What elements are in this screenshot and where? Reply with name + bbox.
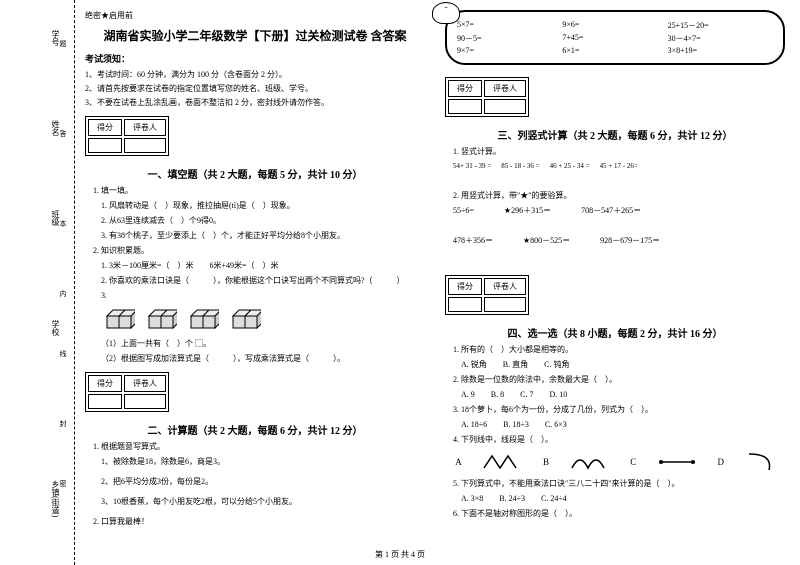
q2-1-2: 2、把6平均分成3份，每份是2。	[101, 476, 425, 488]
section-1-title: 一、填空题（共 2 大题，每题 5 分，共计 10 分）	[85, 166, 425, 181]
q1-1-3: 3. 有38个桃子，至少要添上（ ）个，才能正好平均分给8个小朋友。	[101, 230, 425, 242]
notice-2: 2、请首先按要求在试卷的指定位置填写您的姓名、班级、学号。	[85, 83, 425, 94]
q4-2-opts: A. 9 B. 8 C. 7 D. 10	[461, 389, 785, 401]
cube-icon	[105, 306, 135, 334]
score-box-2: 得分评卷人	[85, 372, 169, 412]
score-label: 得分	[88, 119, 122, 136]
grader-label: 评卷人	[484, 278, 526, 295]
section-3-title: 三、列竖式计算（共 2 大题，每题 6 分，共计 12 分）	[445, 127, 785, 142]
q1-2-1: 1. 3米－100厘米=（ ）米 6米+49米=（ ）米	[101, 260, 425, 272]
shape-label-a: A	[455, 457, 462, 467]
section-2-title: 二、计算题（共 2 大题，每题 6 分，共计 12 分）	[85, 422, 425, 437]
cube-figures	[105, 306, 425, 334]
q1-1-1: 1. 风扇转动是（ ）现象，推拉抽屉(tì)是（ ）现象。	[101, 200, 425, 212]
q3-1: 1. 竖式计算。	[453, 146, 785, 158]
calc-expr: 45 + 17 - 26=	[600, 161, 638, 172]
shape-label-b: B	[543, 457, 549, 467]
score-box-1: 得分评卷人	[85, 116, 169, 156]
calc-expr: 928－679－175＝	[600, 235, 660, 247]
calc-item: 9×6=	[562, 20, 667, 31]
q4-3-opts: A. 18÷6 B. 18÷3 C. 6×3	[461, 419, 785, 431]
calc-item: 30－4×7=	[668, 33, 773, 44]
q4-5-opts: A. 3×8 B. 24÷3 C. 24÷4	[461, 493, 785, 505]
exam-title: 湖南省实验小学二年级数学【下册】过关检测试卷 含答案	[85, 27, 425, 44]
side-text-5: 线	[58, 350, 68, 361]
cube-icon	[189, 306, 219, 334]
side-text-6: 封	[58, 420, 68, 431]
side-text-3: 本	[58, 220, 68, 231]
secret-label: 绝密★启用前	[85, 10, 425, 21]
q2-1-1: 1、被除数是18，除数是6，商是3。	[101, 456, 425, 468]
side-text-7: 密	[58, 480, 68, 491]
q3-2: 2. 用竖式计算，带"★"的要验算。	[453, 190, 785, 202]
q1-2-3a: （1）上面一共有（ ）个 ▢。	[101, 338, 425, 350]
q1-1-2: 2. 从63里连续减去（ ）个9得0。	[101, 215, 425, 227]
calc-box: ⌣ 5×7=9×6=25+15－20= 90－5=7+45=30－4×7= 9×…	[445, 10, 785, 65]
face-icon: ⌣	[432, 2, 460, 24]
page-footer: 第 1 页 共 4 页	[0, 549, 800, 560]
wave-icon	[570, 454, 610, 470]
left-column: 绝密★启用前 湖南省实验小学二年级数学【下册】过关检测试卷 含答案 考试须知： …	[85, 10, 425, 531]
calc-expr: 55÷6=	[453, 205, 474, 217]
calc-expr: 85 - 18 - 36 =	[501, 161, 539, 172]
q2-2: 2. 口算我最棒！	[93, 516, 425, 528]
notice-1: 1、考试时间：60 分钟，满分为 100 分（含卷面分 2 分）。	[85, 69, 425, 80]
q4-5: 5. 下列算式中，不能用乘法口诀"三八二十四"来计算的是（ ）。	[453, 478, 785, 490]
q1-2-3b: （2）根据图写成加法算式是（ ），写成乘法算式是（ ）。	[101, 353, 425, 365]
q4-1: 1. 所有的（ ）大小都是相等的。	[453, 344, 785, 356]
side-text-4: 内	[58, 290, 68, 301]
grader-label: 评卷人	[124, 375, 166, 392]
calc-item: 90－5=	[457, 33, 562, 44]
right-column: ⌣ 5×7=9×6=25+15－20= 90－5=7+45=30－4×7= 9×…	[445, 10, 785, 531]
calc-expr: 46 + 25 - 34 =	[550, 161, 590, 172]
calc-item: 7+45=	[562, 33, 667, 44]
calc-expr: 478＋356＝	[453, 235, 493, 247]
q1-2-2: 2. 你喜欢的乘法口诀是（ ），你能根据这个口诀写出两个不同算式吗?（ ）	[101, 275, 425, 287]
notice-3: 3、不要在试卷上乱涂乱画，卷面不整洁扣 2 分，密封线外请勿作答。	[85, 97, 425, 108]
segment-icon	[657, 454, 697, 470]
grader-label: 评卷人	[484, 80, 526, 97]
calc-item: 25+15－20=	[668, 20, 773, 31]
arc-icon	[745, 452, 775, 472]
score-box-3: 得分评卷人	[445, 77, 529, 117]
score-box-4: 得分评卷人	[445, 275, 529, 315]
q4-1-opts: A. 锐角 B. 直角 C. 钝角	[461, 359, 785, 371]
binding-label-school: 学校	[50, 320, 61, 336]
binding-margin: 学号 姓名 班级 学校 乡镇(街道) 题 答 本 内 线 封 密	[0, 0, 75, 565]
notice-heading: 考试须知：	[85, 52, 425, 65]
section-4-title: 四、选一选（共 8 小题，每题 2 分，共计 16 分）	[445, 325, 785, 340]
q1-2: 2. 知识积累题。	[93, 245, 425, 257]
calc-expr: 708－547＋265＝	[581, 205, 641, 217]
zigzag-icon	[482, 454, 522, 470]
calc-item: 6×1=	[562, 46, 667, 55]
calc-item: 3×8+19=	[668, 46, 773, 55]
calc-item: 5×7=	[457, 20, 562, 31]
cube-icon	[231, 306, 261, 334]
q1-2-3: 3.	[101, 290, 425, 302]
q4-2: 2. 除数是一位数的除法中，余数最大是（ ）。	[453, 374, 785, 386]
shape-label-d: D	[717, 457, 724, 467]
cube-icon	[147, 306, 177, 334]
q4-3: 3. 18个萝卜，每6个为一份，分成了几份，列式为（ ）。	[453, 404, 785, 416]
side-text-1: 题	[58, 40, 68, 51]
q2-1-3: 3、10根香蕉，每个小朋友吃2根，可以分给5个小朋友。	[101, 496, 425, 508]
q4-4: 4. 下列线中，线段是（ ）。	[453, 434, 785, 446]
score-label: 得分	[448, 278, 482, 295]
score-label: 得分	[88, 375, 122, 392]
q4-6: 6. 下面不是轴对称图形的是（ ）。	[453, 508, 785, 520]
shape-label-c: C	[630, 457, 636, 467]
line-shapes: A B C D	[445, 452, 785, 472]
score-label: 得分	[448, 80, 482, 97]
calc-expr: ★296＋315＝	[504, 205, 551, 217]
calc-expr: 54+ 31 - 39 =	[453, 161, 491, 172]
q1-1: 1. 填一填。	[93, 185, 425, 197]
q2-1: 1. 根据题意写算式。	[93, 441, 425, 453]
page-content: 绝密★启用前 湖南省实验小学二年级数学【下册】过关检测试卷 含答案 考试须知： …	[85, 10, 785, 531]
calc-expr: ★800－525＝	[523, 235, 570, 247]
calc-item: 9×7=	[457, 46, 562, 55]
side-text-2: 答	[58, 130, 68, 141]
grader-label: 评卷人	[124, 119, 166, 136]
